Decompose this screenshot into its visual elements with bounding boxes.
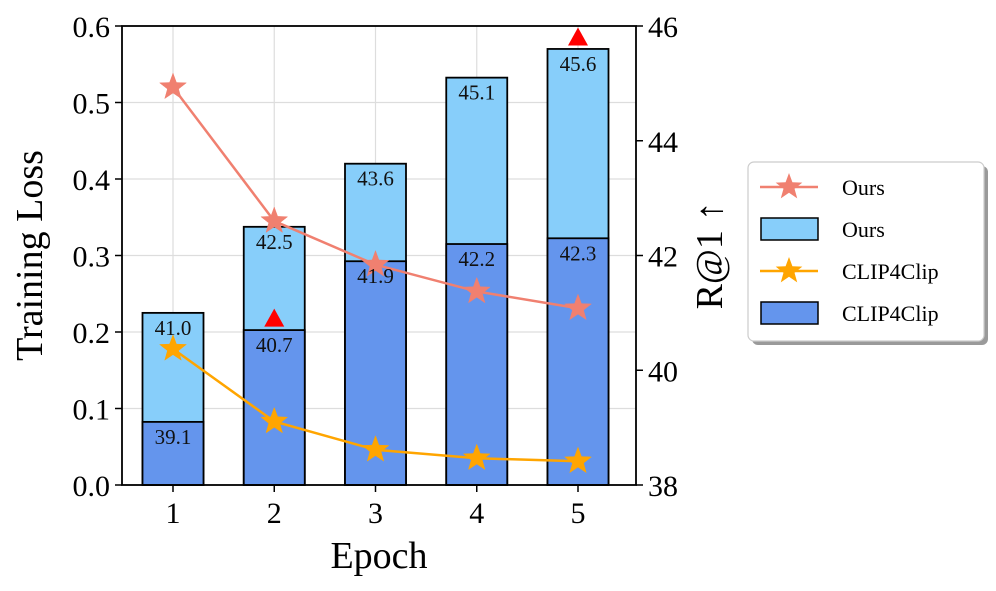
data-label-ours: 41.0 xyxy=(155,316,192,340)
data-label-clip4clip: 39.1 xyxy=(155,425,192,449)
legend-box xyxy=(747,161,985,342)
data-label-clip4clip: 41.9 xyxy=(357,264,394,288)
tick-label-right: 46 xyxy=(648,11,678,44)
axis-layer: 0.0 0.1 0.2 0.3 0.4 0.5 0.6 38 40 42 44 46 1 2 3 4 5 Epoc… xyxy=(9,11,731,577)
tick-label-right: 38 xyxy=(648,470,678,503)
loss-ours-point xyxy=(462,276,491,304)
tick-label-left: 0.6 xyxy=(73,11,111,44)
y-axis-title-left: Training Loss xyxy=(9,150,51,361)
legend-star-swatch xyxy=(775,173,803,199)
loss-clip4clip-point xyxy=(563,446,593,474)
loss-ours-point xyxy=(260,206,289,233)
tick-label-left: 0.4 xyxy=(73,164,111,197)
legend-label: CLIP4Clip xyxy=(842,301,939,326)
x-axis-title: Epoch xyxy=(330,535,427,577)
tick-label-left: 0.5 xyxy=(73,88,111,121)
data-label-clip4clip: 40.7 xyxy=(256,333,293,357)
tick-label-right: 42 xyxy=(648,241,678,274)
tick-label-x: 5 xyxy=(571,497,586,530)
loss-clip4clip-point xyxy=(462,443,491,471)
data-label-ours: 42.5 xyxy=(256,230,293,254)
best-marker xyxy=(264,308,285,327)
legend-label: Ours xyxy=(842,175,885,200)
tick-label-x: 4 xyxy=(469,497,484,530)
tick-label-x: 2 xyxy=(267,497,282,530)
legend-label: CLIP4Clip xyxy=(842,259,939,284)
line-layer xyxy=(158,72,593,474)
loss-ours-point xyxy=(361,249,390,277)
tick-label-left: 0.0 xyxy=(73,470,111,503)
loss-ours-point xyxy=(158,72,188,100)
tick-label-right: 44 xyxy=(648,126,678,159)
tick-label-left: 0.2 xyxy=(73,317,111,350)
data-label-clip4clip: 42.2 xyxy=(458,247,495,271)
legend-layer: Ours Ours CLIP4Clip CLIP4Clip xyxy=(747,161,988,345)
bar-clip4clip xyxy=(546,237,610,486)
legend-bar-swatch xyxy=(760,301,819,325)
label-layer: 41.0 39.1 42.5 40.7 43.6 41.9 45.1 42.2 45.6 42.3 xyxy=(155,27,597,449)
data-label-clip4clip: 42.3 xyxy=(560,241,597,265)
loss-clip4clip-point xyxy=(158,334,188,361)
tick-label-right: 40 xyxy=(648,355,678,388)
loss-ours-point xyxy=(563,293,593,321)
data-label-ours: 45.6 xyxy=(560,52,597,76)
tick-label-x: 1 xyxy=(166,497,181,530)
best-marker xyxy=(568,27,588,46)
tick-label-left: 0.1 xyxy=(73,394,111,427)
tick-label-x: 3 xyxy=(368,497,383,530)
data-label-ours: 45.1 xyxy=(458,81,495,105)
data-label-ours: 43.6 xyxy=(357,167,394,191)
loss-clip4clip-point xyxy=(361,435,390,462)
bar-layer xyxy=(141,48,610,486)
y-axis-title-right: R@1 ↑ xyxy=(689,202,731,310)
legend-label: Ours xyxy=(842,217,885,242)
loss-clip4clip-point xyxy=(260,406,289,434)
tick-label-left: 0.3 xyxy=(73,241,111,274)
legend-star-swatch xyxy=(775,257,803,283)
legend-bar-swatch xyxy=(760,217,819,241)
